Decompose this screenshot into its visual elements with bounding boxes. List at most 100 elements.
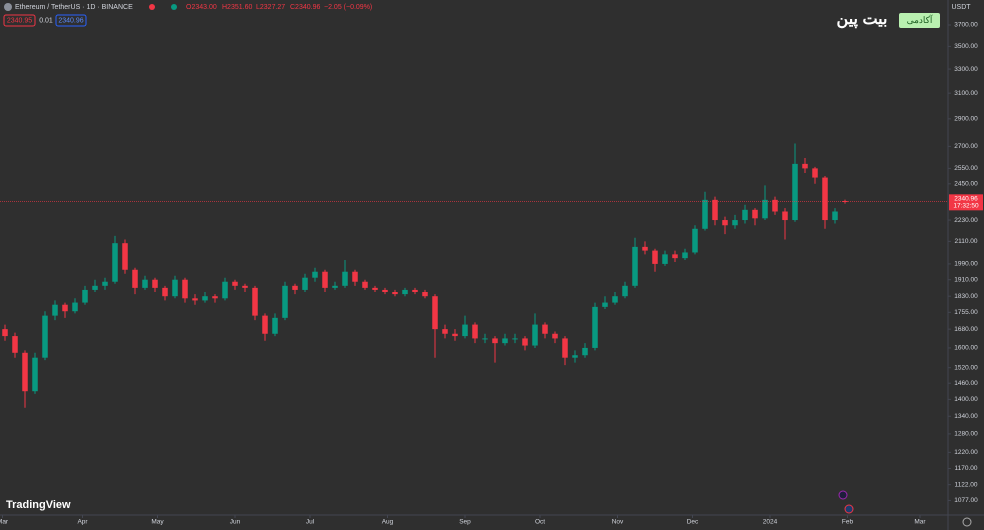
candle-body xyxy=(182,279,188,299)
candle-body xyxy=(692,228,698,253)
candle-body xyxy=(82,289,88,303)
candle-body xyxy=(462,324,468,337)
y-tick-label: 1600.00 xyxy=(954,345,978,352)
ohlc-change: −2.05 (−0.09%) xyxy=(324,4,372,11)
candle-body xyxy=(442,329,448,334)
candle-body xyxy=(532,324,538,346)
candle-body xyxy=(632,246,638,286)
candle-body xyxy=(402,289,408,295)
candle-body xyxy=(432,296,438,330)
candle-body xyxy=(172,279,178,297)
last-price-label: 2340.96 xyxy=(954,196,978,203)
brand: TradingView xyxy=(6,499,71,511)
candle-body xyxy=(502,338,508,344)
sell-box[interactable] xyxy=(3,14,36,27)
candle-body xyxy=(132,269,138,288)
y-tick-label: 1280.00 xyxy=(954,431,978,438)
y-tick-label: 1460.00 xyxy=(954,380,978,387)
candle-body xyxy=(622,285,628,297)
candle-body xyxy=(542,324,548,334)
y-tick-label: 1910.00 xyxy=(954,276,978,283)
candle-body xyxy=(202,296,208,301)
candle-body xyxy=(152,279,158,288)
y-tick-label: 1220.00 xyxy=(954,449,978,456)
y-tick-label: 1680.00 xyxy=(954,326,978,333)
candle-body xyxy=(802,163,808,169)
candle-body xyxy=(282,285,288,318)
candle-body xyxy=(732,220,738,226)
academy: آکادمی xyxy=(907,14,933,25)
x-tick-label: Mar xyxy=(914,519,926,526)
candle-body xyxy=(572,355,578,358)
y-tick-label: 1340.00 xyxy=(954,413,978,420)
candle-body xyxy=(52,304,58,316)
y-tick-label: 1990.00 xyxy=(954,261,978,268)
y-tick-label: 2110.00 xyxy=(954,238,977,245)
candle-body xyxy=(752,209,758,219)
buy-box[interactable] xyxy=(55,14,87,27)
candle-body xyxy=(382,289,388,293)
x-tick-label: Oct xyxy=(535,519,545,526)
ohlc-low: L2327.27 xyxy=(256,4,285,11)
candle-body xyxy=(392,292,398,295)
candle-body xyxy=(2,329,8,337)
y-tick-label: 1520.00 xyxy=(954,364,978,371)
y-tick-label: 1077.00 xyxy=(954,497,978,504)
market-dot xyxy=(171,4,177,10)
ohlc-open: O2343.00 xyxy=(186,4,217,11)
candle-body xyxy=(242,285,248,288)
y-tick-label: 1400.00 xyxy=(954,396,978,403)
symbol[interactable]: Ethereum / TetherUS · 1D · BINANCE xyxy=(15,4,133,11)
y-tick-label: 1830.00 xyxy=(954,293,978,300)
ohlc-high: H2351.60 xyxy=(222,4,252,11)
x-tick-label: May xyxy=(151,519,164,526)
candle-body xyxy=(412,289,418,293)
status-dot xyxy=(149,4,155,10)
x-tick-label: Feb xyxy=(842,519,854,526)
x-tick-label: Nov xyxy=(612,519,624,526)
candle-body xyxy=(842,201,848,203)
candle-body xyxy=(782,211,788,221)
candle-body xyxy=(362,281,368,288)
x-tick-label: Aug xyxy=(382,519,394,526)
event-icon[interactable] xyxy=(838,490,848,500)
candle-body xyxy=(562,338,568,358)
candle-body xyxy=(772,199,778,212)
academy-badge xyxy=(899,13,940,28)
candle-body xyxy=(582,347,588,356)
candle-body xyxy=(232,281,238,286)
site-logo: بیت پین xyxy=(837,11,888,29)
candle-body xyxy=(222,281,228,299)
candle-body xyxy=(352,271,358,282)
candle-body xyxy=(142,279,148,288)
candle-body xyxy=(722,220,728,226)
y-tick-label: 3300.00 xyxy=(954,66,978,73)
candle-body xyxy=(12,336,18,353)
candle-body xyxy=(682,252,688,259)
candle-body xyxy=(662,254,668,264)
event-icon[interactable] xyxy=(844,504,854,514)
candle-body xyxy=(342,271,348,286)
candle-body xyxy=(642,246,648,251)
candle-body xyxy=(612,296,618,303)
candle-body xyxy=(102,281,108,286)
y-tick-label: 2900.00 xyxy=(954,116,978,123)
settings-icon[interactable] xyxy=(962,517,972,527)
y-tick-label: 3700.00 xyxy=(954,22,978,29)
candle-body xyxy=(832,211,838,221)
candle-body xyxy=(312,271,318,278)
candle-body xyxy=(702,199,708,229)
candle-body xyxy=(192,298,198,301)
y-tick-label: 3100.00 xyxy=(954,90,978,97)
candle-body xyxy=(492,338,498,344)
ask-price: 2340.96 xyxy=(58,17,83,24)
candle-body xyxy=(422,292,428,297)
candle-body xyxy=(792,163,798,221)
candle-body xyxy=(742,209,748,221)
currency[interactable]: USDT xyxy=(951,4,971,11)
candle-body xyxy=(42,315,48,358)
candle-body xyxy=(552,333,558,339)
candle-body xyxy=(212,296,218,299)
x-tick-label: 2024 xyxy=(763,519,778,526)
candle-body xyxy=(302,277,308,290)
